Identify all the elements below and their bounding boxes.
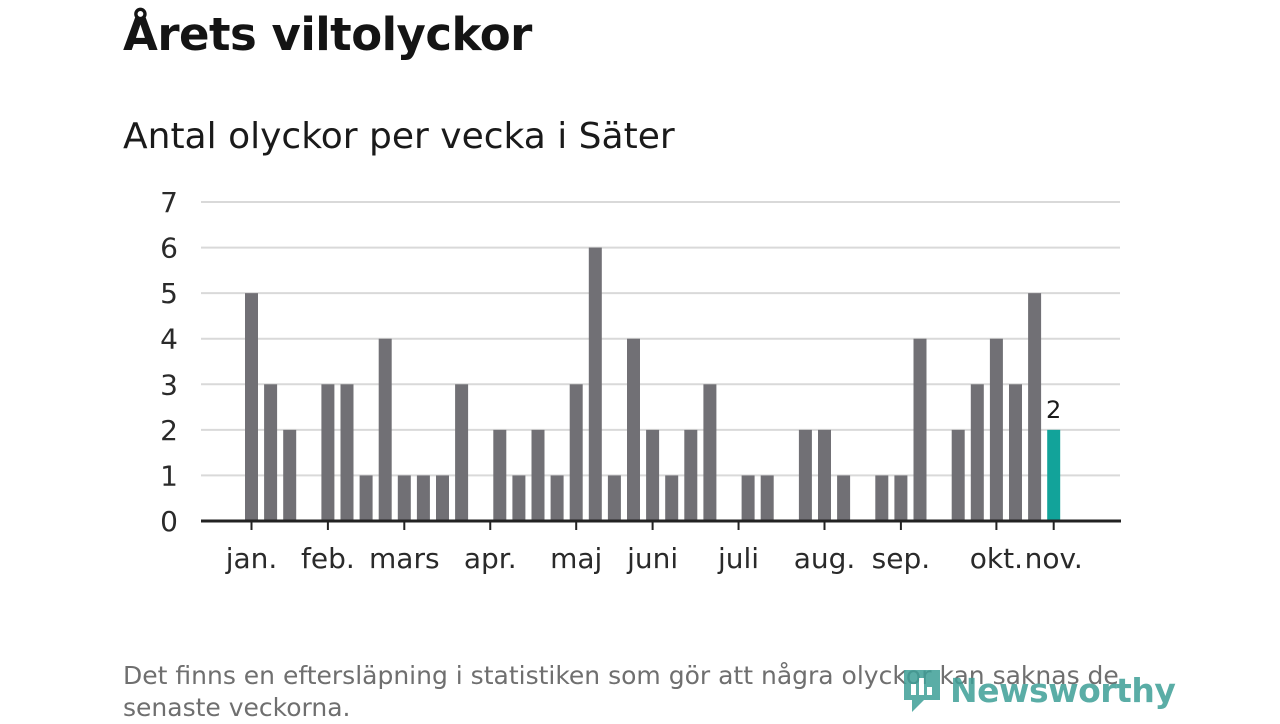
bar: [818, 429, 831, 521]
bar: [321, 384, 335, 521]
y-tick-label: 2: [160, 414, 178, 447]
x-axis: [201, 519, 1121, 530]
x-tick-label: sep.: [872, 542, 931, 575]
bar: [607, 475, 621, 521]
bar-chart: 0 1 2 3 4 5 6 7 jan. feb. mars apr. maj juni juli aug.…: [160, 186, 1121, 575]
bar: [837, 475, 851, 521]
x-tick-label: juni: [626, 542, 678, 575]
newsworthy-logo-icon: [904, 670, 940, 712]
bar: [340, 384, 354, 521]
x-tick-label: maj: [550, 542, 602, 575]
bar: [989, 338, 1003, 521]
bar: [703, 384, 717, 521]
y-tick-label: 1: [160, 459, 178, 492]
brand-logo: Newsworthy: [900, 666, 1176, 714]
bar: [875, 475, 889, 521]
bar: [245, 293, 258, 521]
x-tick-label: aug.: [794, 542, 856, 575]
bar: [951, 429, 965, 521]
data-label: 2: [1046, 396, 1061, 424]
bar: [894, 475, 908, 521]
chart-title: Årets viltolyckor: [123, 8, 532, 61]
y-tick-label: 0: [160, 505, 178, 538]
y-tick-label: 6: [160, 232, 178, 265]
x-axis-month-labels: jan. feb. mars apr. maj juni juli aug. sep. okt. n…: [225, 542, 1083, 575]
bar: [588, 247, 602, 522]
brand-name: Newsworthy: [950, 670, 1176, 710]
y-axis-ticks: 0 1 2 3 4 5 6 7: [160, 186, 178, 538]
footnote: Det finns en eftersläpning i statistiken…: [123, 661, 1119, 722]
bar: [531, 429, 545, 521]
bar: [436, 475, 449, 521]
bar: [627, 338, 640, 521]
y-tick-label: 3: [160, 368, 178, 401]
x-tick-label: juli: [717, 542, 759, 575]
bar: [550, 475, 564, 521]
bar: [1028, 293, 1042, 521]
bar: [760, 475, 774, 521]
bars: [245, 247, 1061, 522]
y-tick-label: 7: [160, 186, 178, 219]
bar: [665, 475, 679, 521]
bar: [646, 429, 660, 521]
bar: [397, 475, 411, 521]
grid-lines: [201, 201, 1120, 477]
bar: [913, 338, 927, 521]
y-tick-label: 5: [160, 277, 178, 310]
bar: [416, 475, 430, 521]
bar: [359, 475, 373, 521]
bar: [1009, 384, 1022, 521]
data-labels: 2: [1046, 396, 1061, 424]
bar: [798, 429, 812, 521]
bar: [569, 384, 583, 521]
bar: [741, 475, 755, 521]
x-tick-label: nov.: [1025, 542, 1083, 575]
x-tick-label: feb.: [301, 542, 355, 575]
x-tick-label: jan.: [225, 542, 278, 575]
bar: [684, 429, 698, 521]
bar-highlight: [1047, 429, 1061, 521]
bar: [970, 384, 984, 521]
bar: [283, 429, 297, 521]
x-tick-label: apr.: [464, 542, 517, 575]
chart-subtitle: Antal olyckor per vecka i Säter: [123, 116, 675, 157]
bar: [493, 429, 507, 521]
bar: [264, 384, 278, 521]
bar: [378, 338, 392, 521]
bar: [455, 384, 469, 521]
x-tick-label: okt.: [970, 542, 1023, 575]
y-tick-label: 4: [160, 323, 178, 356]
bar: [512, 475, 526, 521]
x-tick-label: mars: [369, 542, 440, 575]
